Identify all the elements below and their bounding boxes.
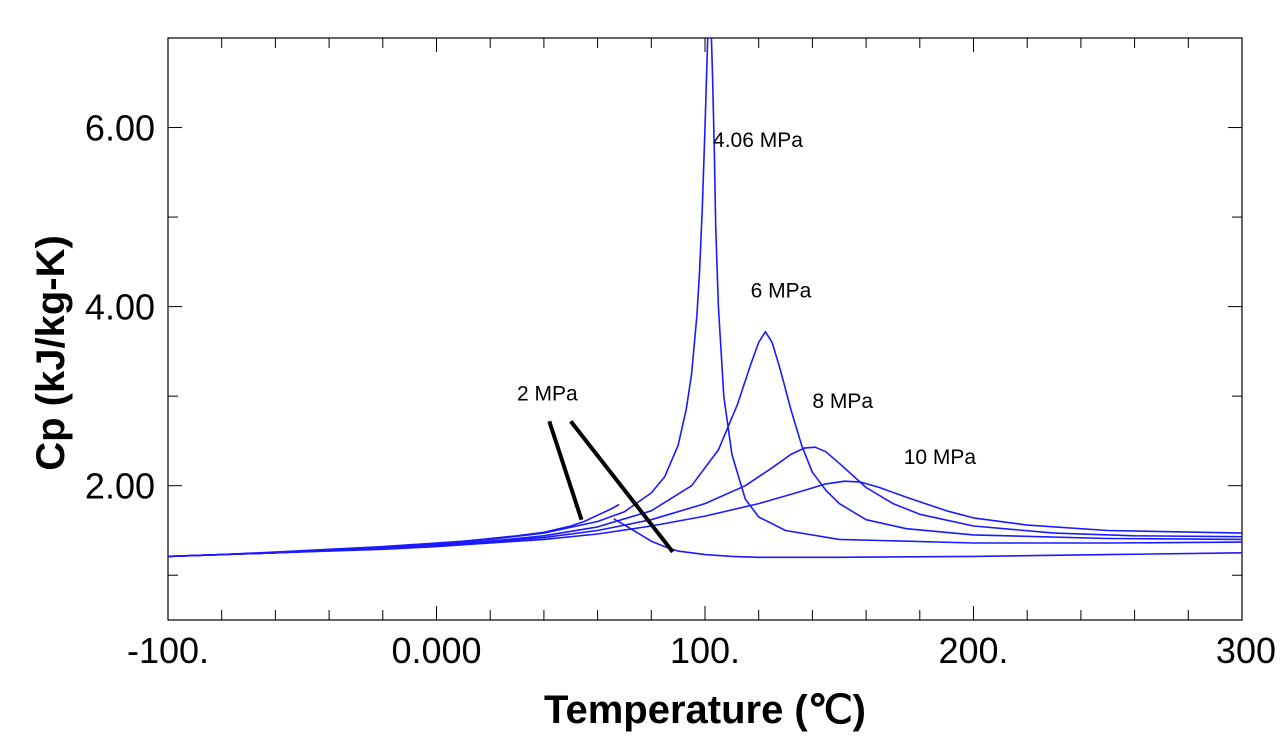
pointer-line (547, 420, 584, 521)
series-4-06-mpa (168, 38, 1242, 558)
annotation-pointers (547, 419, 675, 554)
y-tick-label: 6.00 (85, 108, 155, 149)
series-annotations: 4.06 MPa 6 MPa 8 MPa 10 MPa 2 MPa (517, 129, 976, 469)
axis-ticks (168, 38, 1242, 620)
tick-labels: -100. 0.000 100. 200. 300 2.00 4.00 6.00 (85, 108, 1276, 671)
series-2-mpa (168, 503, 1242, 559)
x-tick-label: -100. (127, 630, 209, 671)
pointer-line (569, 419, 675, 554)
series-line (168, 330, 1242, 558)
x-tick-label: 200. (938, 630, 1008, 671)
series-line (168, 503, 620, 558)
series-label: 8 MPa (812, 390, 873, 413)
x-tick-label: 100. (670, 630, 740, 671)
series-8-mpa (168, 446, 1242, 558)
y-tick-label: 2.00 (85, 466, 155, 507)
series-6-mpa (168, 330, 1242, 558)
x-tick-label: 300 (1216, 630, 1276, 671)
y-axis-title: Cp (kJ/kg-K) (29, 235, 73, 471)
series-line (168, 480, 1242, 558)
series-lines (168, 38, 1242, 559)
series-line (168, 446, 1242, 558)
series-label: 4.06 MPa (713, 129, 803, 152)
x-tick-label: 0.000 (391, 630, 481, 671)
series-line (168, 38, 709, 558)
x-axis-title: Temperature (℃) (544, 688, 866, 732)
series-label: 2 MPa (517, 383, 578, 406)
series-10-mpa (168, 480, 1242, 558)
y-tick-label: 4.00 (85, 287, 155, 328)
series-label: 6 MPa (751, 280, 812, 303)
series-line (613, 518, 1242, 559)
series-label: 10 MPa (904, 446, 977, 469)
series-line (710, 38, 1242, 544)
